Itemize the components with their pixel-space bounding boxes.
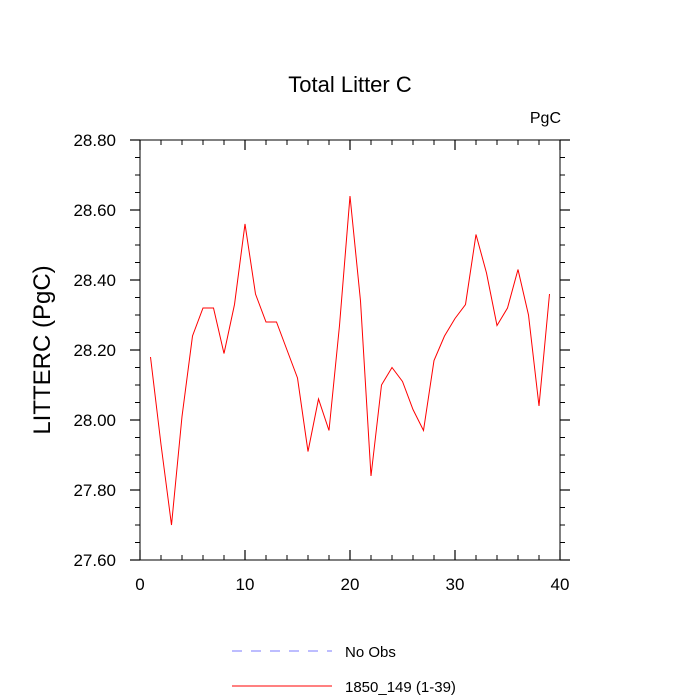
y-tick-label: 28.80 [73,131,116,150]
y-tick-label: 27.60 [73,551,116,570]
x-tick-label: 0 [135,575,144,594]
y-tick-label: 28.40 [73,271,116,290]
y-tick-label: 28.00 [73,411,116,430]
legend-label: No Obs [345,644,396,661]
y-tick-label: 27.80 [73,481,116,500]
series-layer [150,195,550,526]
chart-title: Total Litter C [288,72,412,97]
y-axis-title: LITTERC (PgC) [29,265,56,434]
axis-ticks [130,139,570,561]
series-line [150,195,550,526]
tick-labels: 0 10 20 30 40 27.60 27.80 28.00 28.20 28.40 28.60 2… [73,131,569,594]
plot-frame [139,139,561,561]
legend-label: 1850_149 (1-39) [345,679,456,696]
y-tick-label: 28.20 [73,341,116,360]
y-tick-label: 28.60 [73,201,116,220]
x-tick-label: 10 [236,575,255,594]
x-tick-label: 40 [551,575,570,594]
x-tick-label: 30 [446,575,465,594]
units-label: PgC [530,110,561,127]
x-tick-label: 20 [341,575,360,594]
legend: No Obs 1850_149 (1-39) [232,644,456,696]
